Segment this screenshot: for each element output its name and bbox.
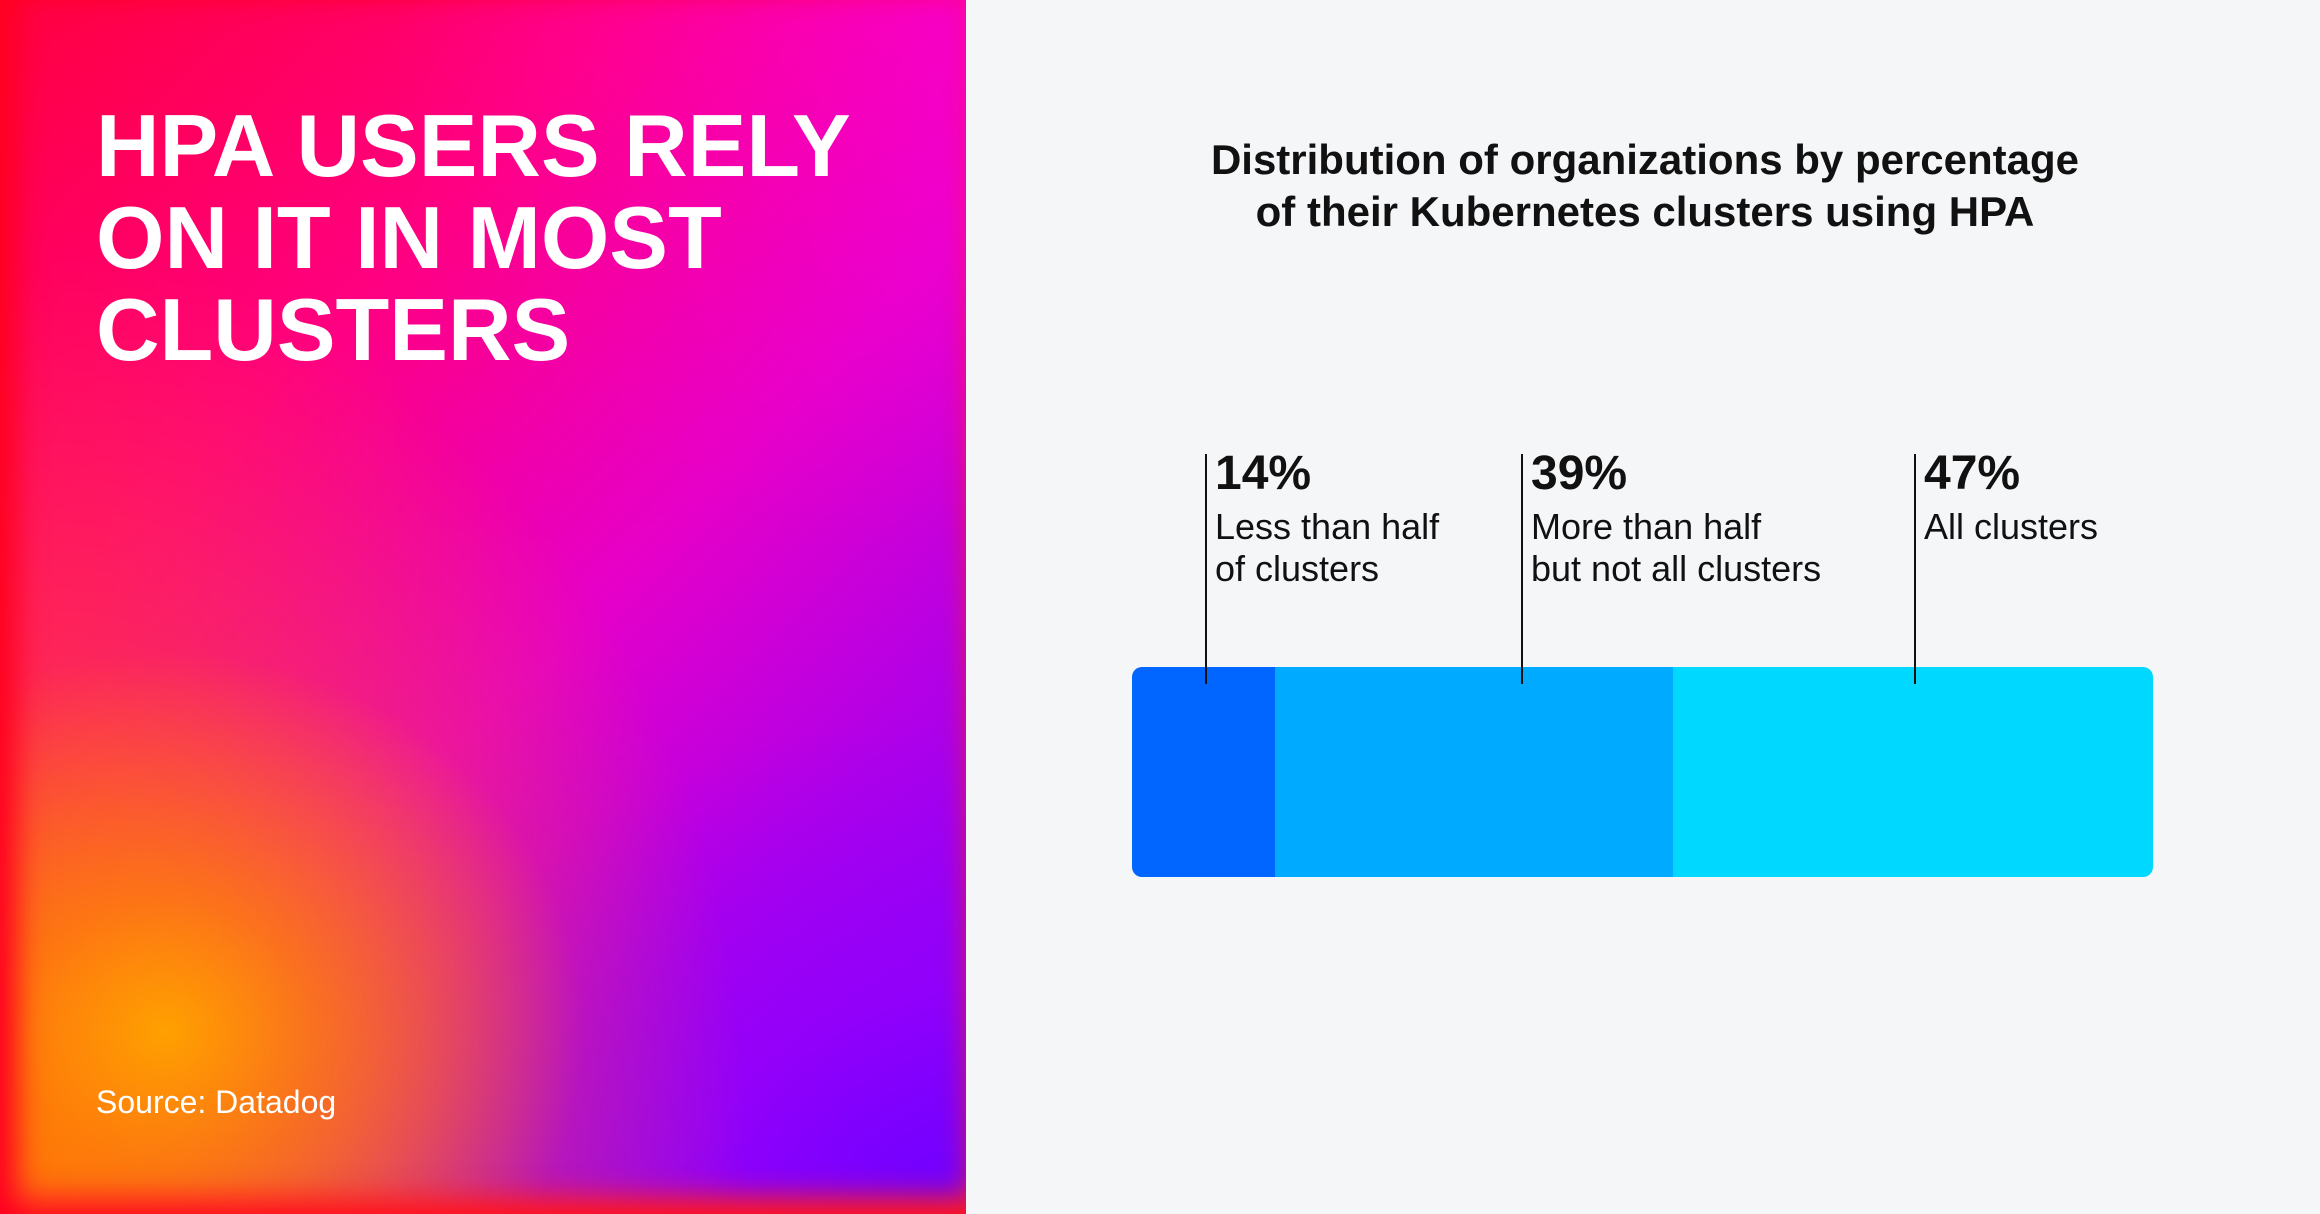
segment-label: 39% More than half but not all clusters [1531, 446, 1821, 590]
category-label-line: but not all clusters [1531, 548, 1822, 589]
chart-title-line: Distribution of organizations by percent… [1210, 136, 2080, 183]
segment-label: 14% Less than half of clusters [1215, 446, 1439, 590]
category-label-line: More than half [1531, 506, 1762, 547]
category-label-line: of clusters [1215, 548, 1380, 589]
segment-label: 47% All clusters [1924, 446, 2098, 548]
headline: HPA USERS RELY ON IT IN MOST CLUSTERS [96, 100, 851, 376]
source-note: Source: Datadog [96, 1084, 337, 1120]
category-label-line: Less than half [1215, 506, 1440, 547]
leader-line [1205, 454, 1207, 684]
bar-segment [1274, 667, 1674, 877]
category-label-line: All clusters [1924, 506, 2099, 547]
headline-line: HPA USERS RELY [96, 96, 851, 195]
category-label: Less than half of clusters [1215, 506, 1439, 590]
chart-title: Distribution of organizations by percent… [1100, 134, 2190, 238]
gradient-panel: HPA USERS RELY ON IT IN MOST CLUSTERS So… [0, 0, 966, 1214]
headline-line: CLUSTERS [96, 280, 571, 379]
data-label: 47% [1924, 447, 2021, 500]
bar-segment [1673, 667, 2153, 877]
category-label: More than half but not all clusters [1531, 506, 1821, 590]
data-label: 14% [1215, 447, 1312, 500]
data-label: 39% [1531, 447, 1628, 500]
leader-line [1521, 454, 1523, 684]
stacked-bar [1132, 667, 2153, 877]
chart-title-line: of their Kubernetes clusters using HPA [1255, 188, 2035, 235]
leader-line [1914, 454, 1916, 684]
category-label: All clusters [1924, 506, 2098, 548]
bar-segment [1132, 667, 1275, 877]
headline-line: ON IT IN MOST [96, 188, 722, 287]
